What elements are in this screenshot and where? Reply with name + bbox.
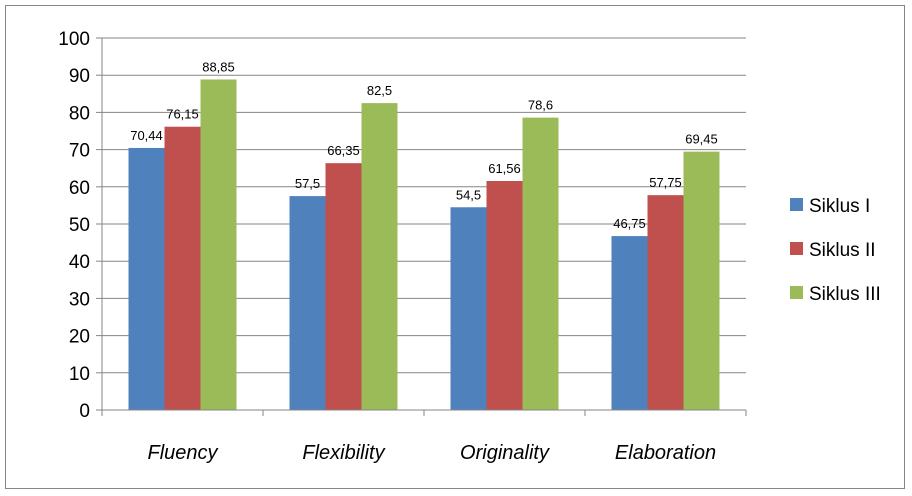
legend-label: Siklus I (809, 196, 870, 217)
y-tick-label: 20 (69, 327, 90, 348)
legend-label: Siklus II (809, 240, 876, 261)
bars (128, 79, 720, 411)
data-label: 82,5 (367, 83, 392, 98)
data-label: 57,75 (649, 175, 682, 190)
x-axis-category-labels: Fluency Flexibility Originality Elaboration (147, 442, 716, 464)
y-axis-tick-labels: 0 10 20 30 40 50 60 70 80 90 100 (58, 29, 90, 422)
bar-siklus-iii-flexibility (361, 103, 398, 410)
y-tick-label: 30 (69, 289, 90, 310)
bar-siklus-ii-fluency (164, 126, 201, 411)
legend-label: Siklus III (809, 284, 881, 305)
bar-siklus-iii-fluency (200, 79, 237, 410)
category-label: Elaboration (615, 442, 716, 464)
bar-siklus-i-fluency (128, 147, 165, 410)
data-label: 70,44 (130, 128, 163, 143)
legend-swatch (790, 198, 803, 211)
y-tick-label: 50 (69, 215, 90, 236)
data-label: 46,75 (613, 216, 646, 231)
y-tick-label: 80 (69, 103, 90, 124)
bar-siklus-iii-elaboration (683, 151, 720, 410)
data-label: 66,35 (327, 143, 360, 158)
bar-siklus-i-flexibility (289, 196, 326, 410)
data-label: 76,15 (166, 107, 199, 122)
data-label: 88,85 (202, 59, 235, 74)
y-tick-label: 10 (69, 364, 90, 385)
category-label: Fluency (147, 442, 218, 464)
bar-siklus-ii-flexibility (325, 163, 362, 410)
bar-siklus-ii-elaboration (647, 195, 684, 410)
y-tick-label: 0 (79, 401, 90, 422)
category-label: Originality (460, 442, 550, 464)
axes (96, 37, 747, 416)
legend-swatch (790, 242, 803, 255)
legend: Siklus I Siklus II Siklus III (790, 196, 881, 305)
bar-siklus-ii-originality (486, 180, 523, 410)
y-tick-label: 60 (69, 178, 90, 199)
legend-swatch (790, 286, 803, 299)
data-label: 69,45 (685, 132, 718, 147)
data-label: 57,5 (295, 176, 320, 191)
y-tick-label: 70 (69, 141, 90, 162)
data-label: 78,6 (528, 98, 553, 113)
y-tick-label: 90 (69, 66, 90, 87)
y-tick-label: 100 (58, 29, 90, 50)
category-label: Flexibility (302, 442, 385, 464)
bar-siklus-iii-originality (522, 117, 559, 410)
bar-siklus-i-elaboration (611, 236, 648, 410)
data-label: 54,5 (456, 187, 481, 202)
data-label: 61,56 (488, 161, 521, 176)
y-tick-label: 40 (69, 252, 90, 273)
bar-siklus-i-originality (450, 207, 487, 410)
